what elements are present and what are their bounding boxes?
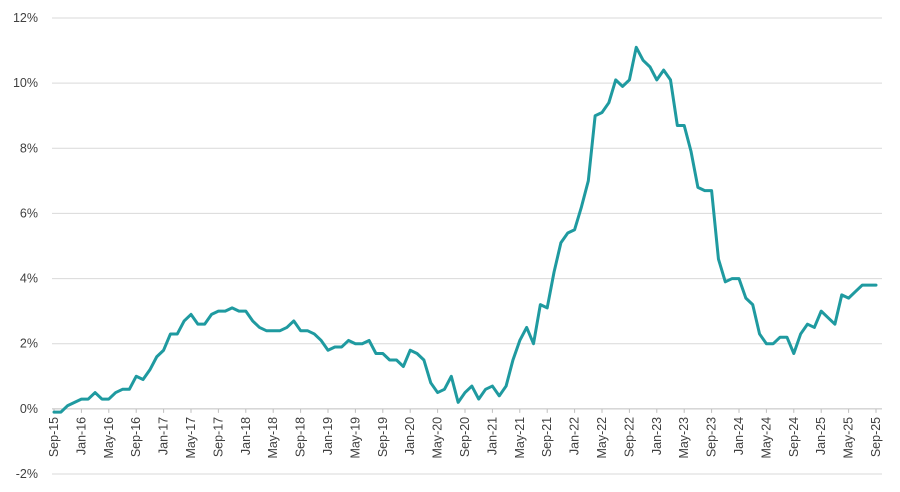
y-tick-label: 10%	[13, 76, 38, 90]
x-tick-label: Sep-21	[540, 417, 554, 457]
x-tick-label: Sep-17	[211, 417, 225, 457]
y-tick-label: 4%	[20, 272, 38, 286]
x-tick-label: Jan-25	[814, 417, 828, 455]
gridlines	[52, 17, 882, 475]
x-tick-label: May-20	[431, 417, 445, 459]
x-tick-label: May-25	[842, 417, 856, 459]
x-tick-label: May-18	[266, 417, 280, 459]
x-tick-label: May-22	[595, 417, 609, 459]
x-tick-label: May-24	[759, 417, 773, 459]
y-tick-label: 12%	[13, 11, 38, 25]
x-tick-label: May-16	[102, 417, 116, 459]
y-tick-label: 2%	[20, 337, 38, 351]
x-tick-label: Sep-20	[458, 417, 472, 457]
x-tick-label: Jan-20	[403, 417, 417, 455]
x-tick-label: Sep-24	[787, 417, 801, 457]
x-axis-tick-labels: Sep-15 Jan-16 May-16 Sep-16 Jan-17 May-17 Sep-…	[47, 408, 883, 459]
x-tick-label: Jan-16	[74, 417, 88, 455]
y-tick-label: -2%	[16, 467, 38, 481]
y-tick-label: 8%	[20, 141, 38, 155]
x-tick-label: Jan-18	[239, 417, 253, 455]
y-tick-label: 0%	[20, 402, 38, 416]
y-axis-tick-labels: -2% 0% 2% 4% 6% 8% 10% 12%	[13, 11, 38, 481]
x-tick-label: Jan-21	[485, 417, 499, 455]
x-tick-label: Sep-22	[622, 417, 636, 457]
x-tick-label: May-17	[184, 417, 198, 459]
y-tick-label: 6%	[20, 206, 38, 220]
x-tick-label: Sep-23	[705, 417, 719, 457]
series-line	[52, 45, 878, 414]
x-tick-label: Sep-15	[47, 417, 61, 457]
x-tick-label: Jan-22	[568, 417, 582, 455]
x-tick-label: Jan-17	[157, 417, 171, 455]
x-tick-label: Sep-16	[129, 417, 143, 457]
x-tick-label: May-21	[513, 417, 527, 459]
x-tick-label: Sep-19	[376, 417, 390, 457]
x-tick-label: Jan-23	[650, 417, 664, 455]
x-tick-label: Jan-24	[732, 417, 746, 455]
x-tick-label: Jan-19	[321, 417, 335, 455]
x-tick-label: Sep-25	[869, 417, 883, 457]
x-tick-label: May-23	[677, 417, 691, 459]
x-tick-label: Sep-18	[294, 417, 308, 457]
x-tick-label: May-19	[348, 417, 362, 459]
